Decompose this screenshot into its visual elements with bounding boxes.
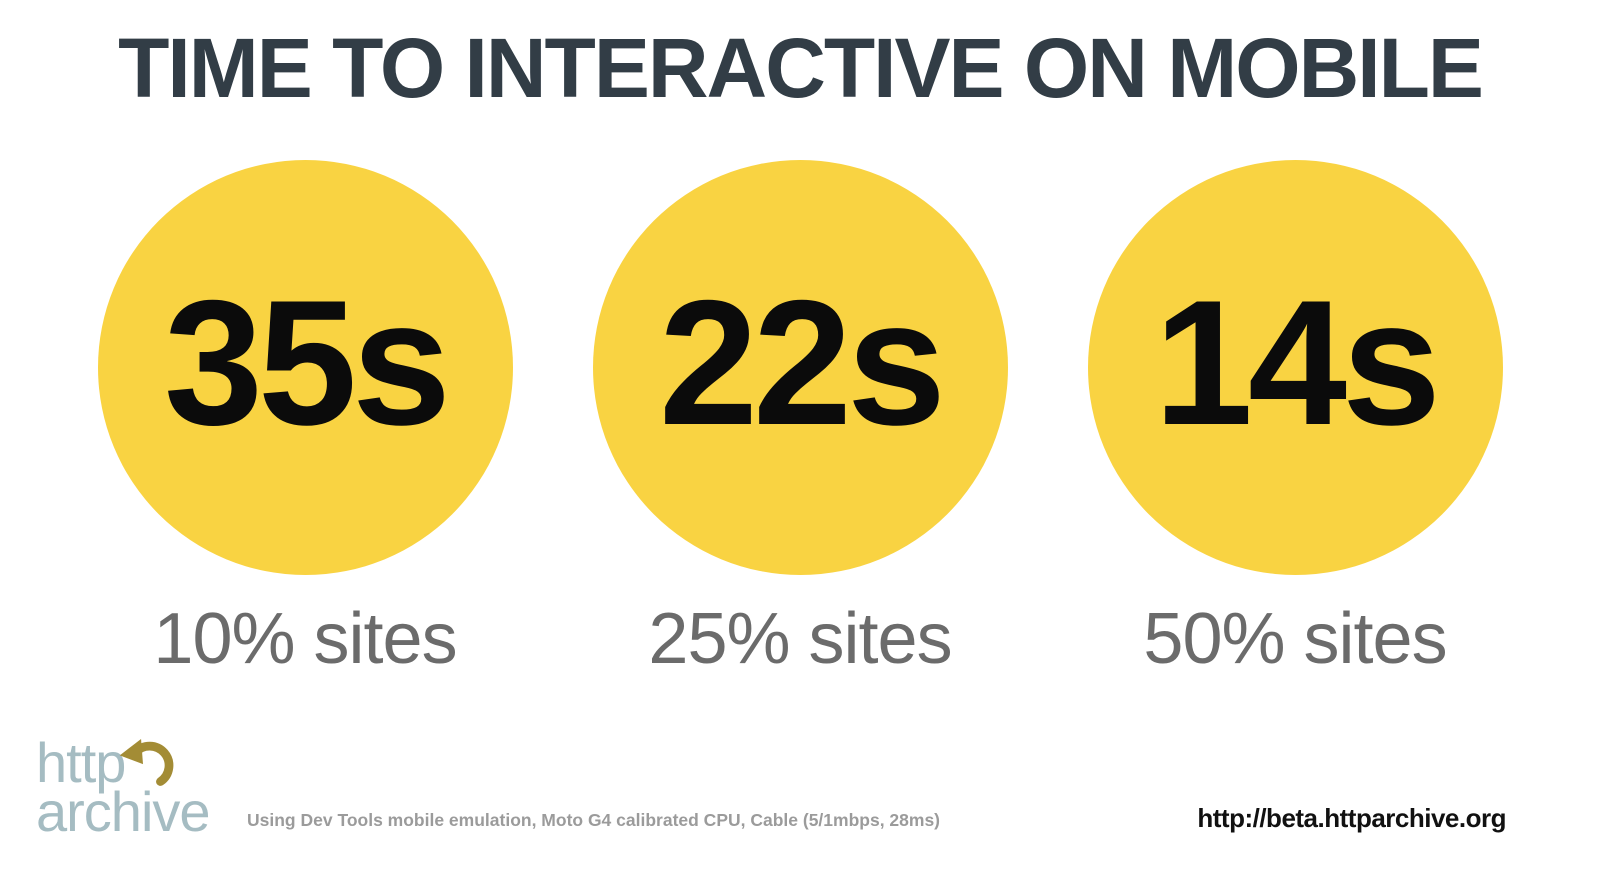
stat-time: 22s [659,262,946,462]
stat-circle: 22s [592,160,1008,575]
logo-text-archive: archive [36,780,211,843]
stat-label: 50% sites [1143,599,1447,679]
logo-arrow-icon [119,738,174,786]
stat-circle: 35s [97,160,513,575]
site-url: http://beta.httparchive.org [1197,803,1506,833]
stat-label: 10% sites [153,599,457,679]
httparchive-logo: http archive [36,731,211,843]
logo-text-http: http [36,731,126,794]
stat-label: 25% sites [648,599,952,679]
stat-10-percent: 35s 10% sites [97,160,513,679]
stat-time: 35s [164,262,451,462]
stat-circle: 14s [1087,160,1503,575]
stat-time: 14s [1154,262,1441,462]
page-title: TIME TO INTERACTIVE ON MOBILE [118,21,1484,115]
footnote: Using Dev Tools mobile emulation, Moto G… [247,810,941,830]
stat-50-percent: 14s 50% sites [1087,160,1503,679]
stats-row: 35s 10% sites 22s 25% sites 14s 50% site… [0,160,1600,675]
stat-25-percent: 22s 25% sites [592,160,1008,679]
